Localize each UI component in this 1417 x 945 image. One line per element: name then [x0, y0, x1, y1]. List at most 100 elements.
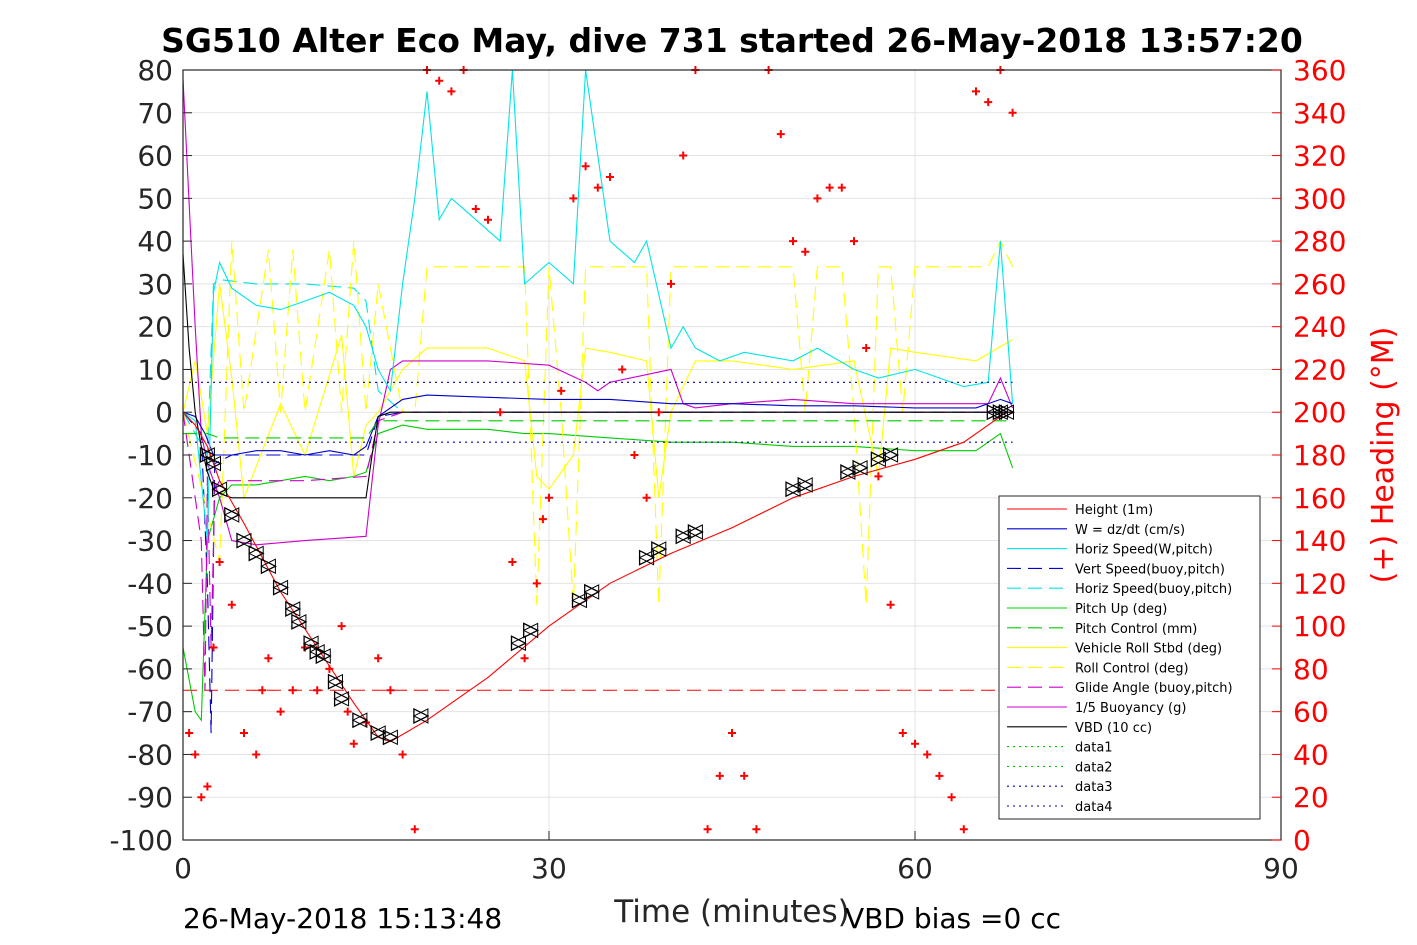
- marker-point-back: [571, 592, 587, 609]
- y-tick-label: -20: [127, 482, 173, 515]
- marker-point-back: [315, 648, 331, 664]
- marker-point-back: [235, 532, 252, 549]
- y-tick-label: -10: [127, 439, 173, 472]
- heading-point: [972, 87, 980, 96]
- y-right-tick-label: 260: [1293, 268, 1346, 301]
- legend-label: Vehicle Roll Stbd (deg): [1075, 642, 1222, 657]
- y-right-tick-label: 120: [1293, 567, 1346, 600]
- heading-point: [264, 654, 273, 663]
- heading-point: [185, 729, 194, 738]
- heading-point: [740, 771, 749, 780]
- chart-title: SG510 Alter Eco May, dive 731 started 26…: [161, 21, 1303, 60]
- legend-label: W = dz/dt (cm/s): [1075, 523, 1185, 538]
- heading-point: [667, 279, 675, 288]
- marker-point-back: [638, 549, 655, 566]
- legend-label: data1: [1075, 741, 1113, 756]
- heading-point: [776, 130, 785, 139]
- y-right-tick-label: 40: [1293, 738, 1329, 771]
- series-line-0: [182, 411, 1007, 743]
- y-tick-label: 0: [155, 396, 173, 429]
- y-right-tick-label: 340: [1293, 97, 1346, 130]
- series-line-8: [182, 239, 1014, 605]
- heading-point: [679, 151, 688, 160]
- series-line-7: [182, 283, 1013, 498]
- marker-point-back: [272, 579, 289, 596]
- y-tick-label: -80: [127, 738, 173, 771]
- y-tick-label: 80: [137, 54, 173, 87]
- heading-point: [325, 664, 334, 673]
- heading-point: [923, 750, 932, 759]
- y-tick-label: 70: [137, 97, 173, 130]
- heading-point: [813, 194, 822, 203]
- heading-point: [545, 493, 553, 502]
- legend-label: Roll Control (deg): [1075, 661, 1189, 676]
- y-right-tick-label: 80: [1293, 653, 1329, 686]
- heading-point: [557, 386, 566, 395]
- marker-point-back: [650, 541, 667, 557]
- heading-point: [886, 600, 895, 609]
- heading-point: [984, 98, 993, 107]
- marker-point-back: [870, 451, 886, 468]
- series-line-2: [182, 69, 1014, 541]
- x-tick-label: 60: [897, 852, 933, 885]
- y-tick-label: -70: [127, 696, 173, 729]
- marker-point-back: [351, 712, 368, 729]
- marker-point-back: [851, 460, 868, 476]
- y-tick-label: 60: [137, 140, 173, 173]
- heading-point: [789, 237, 797, 246]
- series-layer: [182, 69, 1281, 841]
- marker-point-back: [382, 729, 398, 746]
- heading-point: [959, 825, 968, 834]
- heading-point: [593, 183, 602, 192]
- series-line-1: [182, 394, 1013, 456]
- heading-point: [343, 707, 352, 716]
- y-right-tick-label: 20: [1293, 781, 1329, 814]
- marker-point-back: [333, 691, 350, 707]
- heading-point: [618, 365, 627, 374]
- legend-label: Vert Speed(buoy,pitch): [1075, 562, 1225, 577]
- legend-label: data4: [1075, 800, 1113, 815]
- y-right-tick-label: 0: [1293, 824, 1311, 857]
- marker-point-back: [248, 545, 264, 562]
- marker-point-back: [998, 404, 1014, 421]
- legend-label: Pitch Up (deg): [1075, 602, 1167, 617]
- y-right-tick-label: 220: [1293, 353, 1346, 386]
- heading-point: [252, 750, 261, 759]
- marker-point-back: [370, 725, 386, 741]
- legend-label: VBD (10 cc): [1075, 721, 1152, 736]
- heading-point: [313, 686, 322, 695]
- series-line-10: [182, 78, 1014, 546]
- heading-point: [715, 771, 724, 780]
- y-right-tick-label: 320: [1293, 140, 1346, 173]
- heading-point: [538, 515, 547, 524]
- series-line-6: [183, 420, 1013, 439]
- marker-point-back: [223, 507, 240, 523]
- heading-point: [947, 793, 956, 802]
- heading-point: [386, 686, 395, 695]
- legend-label: Pitch Control (mm): [1075, 622, 1197, 637]
- y-right-tick-label: 200: [1293, 396, 1346, 429]
- heading-point: [240, 729, 248, 738]
- marker-point-back: [583, 584, 600, 600]
- heading-point: [398, 750, 407, 759]
- legend-label: Glide Angle (buoy,pitch): [1075, 681, 1233, 696]
- marker-point-back: [205, 455, 221, 472]
- y-right-tick-label: 240: [1293, 311, 1346, 344]
- heading-point: [752, 825, 761, 834]
- marker-point-back: [284, 601, 301, 617]
- y-tick-label: 40: [137, 225, 173, 258]
- heading-point: [337, 622, 346, 631]
- heading-point: [837, 183, 846, 192]
- heading-point: [874, 472, 883, 481]
- marker-point-back: [784, 481, 801, 498]
- marker-point-back: [992, 404, 1008, 421]
- marker-point-back: [687, 524, 703, 540]
- heading-point: [850, 237, 858, 246]
- marker-point-back: [839, 464, 856, 480]
- marker-point-back: [797, 477, 813, 493]
- heading-point: [197, 793, 206, 802]
- heading-point: [606, 172, 614, 181]
- y-tick-label: -60: [127, 653, 173, 686]
- marker-point-back: [199, 447, 215, 463]
- y-tick-label: 30: [137, 268, 173, 301]
